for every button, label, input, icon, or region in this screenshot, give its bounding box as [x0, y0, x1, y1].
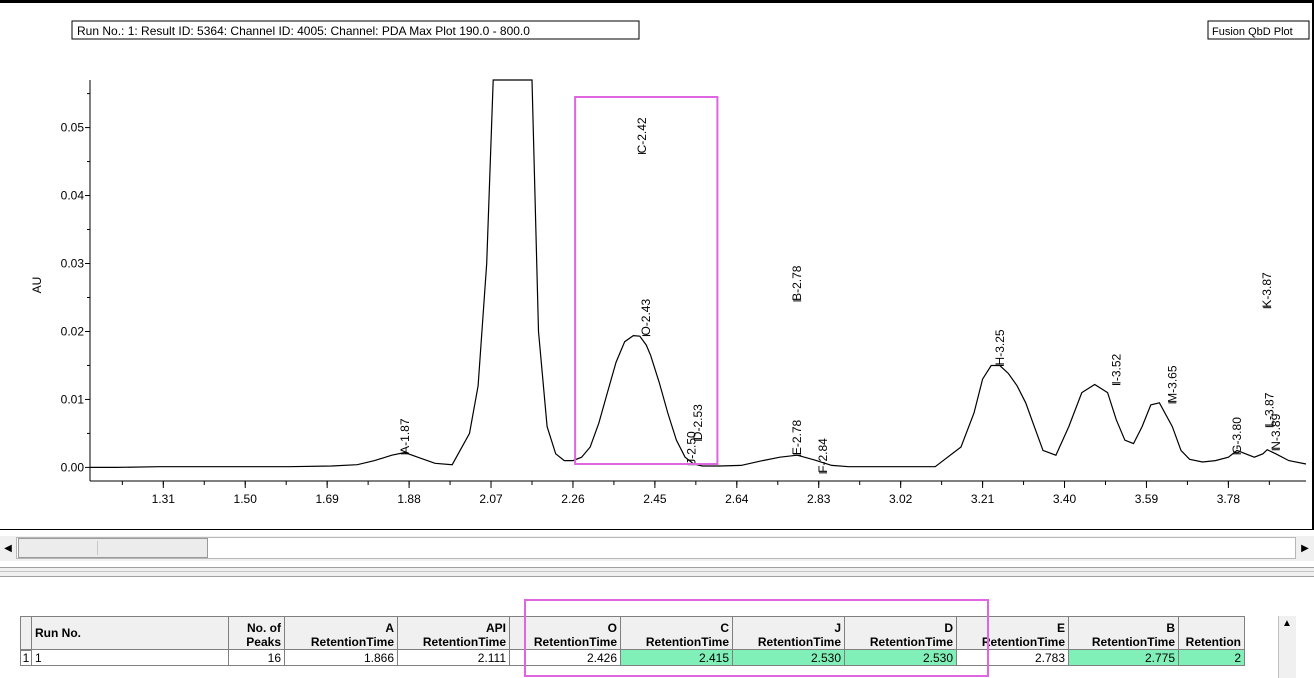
- col-header-o[interactable]: O RetentionTime: [509, 616, 621, 650]
- col-header-d[interactable]: D RetentionTime: [844, 616, 957, 650]
- table-header-row: Run No. No. of Peaks A RetentionTime API Re…: [31, 616, 1245, 650]
- run-info-label: Run No.: 1: Result ID: 5364: Channel ID:…: [71, 20, 640, 40]
- peak-label-text: K-3.87: [1260, 272, 1274, 308]
- col-header-a[interactable]: A RetentionTime: [284, 616, 398, 650]
- scrollbar-thumb[interactable]: [18, 538, 208, 558]
- peak-label: M-3.65: [1165, 365, 1179, 404]
- peak-label-text: E-2.78: [790, 419, 804, 455]
- peak-label-text: G-3.80: [1230, 417, 1244, 454]
- chart-right-border: [1312, 0, 1314, 530]
- chromatogram-chart[interactable]: Run No.: 1: Result ID: 5364: Channel ID:…: [0, 0, 1314, 528]
- run-info-text: Run No.: 1: Result ID: 5364: Channel ID:…: [77, 24, 530, 38]
- x-tick-label: 2.83: [807, 492, 831, 506]
- cell-a[interactable]: 1.866: [284, 649, 398, 666]
- peak-label: D-2.53: [691, 404, 705, 441]
- x-tick-label: 1.50: [234, 492, 258, 506]
- cell-d[interactable]: 2.530: [844, 649, 957, 666]
- highlight-region: [574, 96, 719, 465]
- x-tick-label: 3.78: [1217, 492, 1241, 506]
- x-tick-label: 2.64: [725, 492, 749, 506]
- peak-label: A-1.87: [398, 418, 412, 455]
- peak-label: O-2.43: [639, 299, 653, 337]
- results-grid[interactable]: 1 Run No. No. of Peaks A RetentionTime API…: [0, 578, 1314, 678]
- peak-label: N-3.89: [1269, 413, 1283, 451]
- chromatogram-trace: [90, 79, 1307, 468]
- peak-labels: A-1.87 C-2.42 O-2.43 J-2.50D-2.53 B-2.78 E-2.…: [398, 117, 1283, 474]
- chart-bottom-border: [0, 529, 1314, 530]
- x-tick-label: 3.21: [971, 492, 995, 506]
- cell-retention[interactable]: 2: [1178, 649, 1245, 666]
- y-tick-label: 0.01: [61, 392, 85, 406]
- peak-label: L-3.87: [1262, 392, 1276, 428]
- peak-label-text: H-3.25: [993, 329, 1007, 365]
- cell-no-of-peaks[interactable]: 16: [228, 649, 285, 666]
- peak-label-text: A-1.87: [398, 418, 412, 454]
- grid-vertical-scrollbar[interactable]: ▲: [1278, 616, 1296, 678]
- chart-axes: [89, 80, 1306, 482]
- panel-splitter[interactable]: [0, 567, 1314, 577]
- cell-c[interactable]: 2.415: [620, 649, 733, 666]
- cell-run-no[interactable]: 1: [31, 649, 229, 666]
- y-tick-label: 0.02: [61, 324, 85, 338]
- peak-label: C-2.42: [635, 117, 649, 154]
- peak-label: H-3.25: [993, 329, 1007, 366]
- x-tick-label: 3.02: [889, 492, 913, 506]
- cell-o[interactable]: 2.426: [509, 649, 621, 666]
- y-axis-label: AU: [30, 277, 44, 294]
- y-tick-label: 0.05: [61, 121, 85, 135]
- peak-label: I-3.52: [1109, 353, 1123, 385]
- y-tick-label: 0.03: [61, 257, 85, 271]
- chart-horizontal-scrollbar[interactable]: ◀ ▶: [0, 536, 1314, 561]
- cell-api[interactable]: 2.111: [397, 649, 510, 666]
- chart-ticks: 1.31 1.50 1.69 1.88 2.07 2.26 2.45 2.64 2.83 3.02…: [61, 93, 1270, 506]
- row-header[interactable]: 1: [20, 650, 32, 666]
- col-header-run-no[interactable]: Run No.: [31, 616, 229, 650]
- x-tick-label: 1.69: [315, 492, 339, 506]
- col-header-b[interactable]: B RetentionTime: [1068, 616, 1179, 650]
- y-tick-label: 0.00: [61, 460, 85, 474]
- peak-label-text: D-2.53: [691, 404, 705, 440]
- col-header-e[interactable]: E RetentionTime: [956, 616, 1069, 650]
- results-table: Run No. No. of Peaks A RetentionTime API Re…: [31, 616, 1245, 666]
- cell-j[interactable]: 2.530: [732, 649, 845, 666]
- fusion-qbd-plot-text: Fusion QbD Plot: [1212, 26, 1293, 38]
- x-tick-label: 1.31: [152, 492, 176, 506]
- x-tick-label: 3.59: [1135, 492, 1159, 506]
- peak-label-text: O-2.43: [639, 299, 653, 336]
- peak-label: G-3.80: [1230, 417, 1244, 455]
- x-tick-label: 2.26: [561, 492, 585, 506]
- table-row[interactable]: 1 16 1.866 2.111 2.426 2.415 2.530 2.530…: [31, 649, 1245, 666]
- scroll-up-icon[interactable]: ▲: [1282, 618, 1292, 629]
- peak-label-text: L-3.87: [1262, 392, 1276, 426]
- scroll-right-icon[interactable]: ▶: [1301, 543, 1309, 554]
- cell-b[interactable]: 2.775: [1068, 649, 1179, 666]
- col-header-no-of-peaks[interactable]: No. of Peaks: [228, 616, 285, 650]
- col-header-c[interactable]: C RetentionTime: [620, 616, 733, 650]
- peak-label: F-2.84: [816, 438, 830, 474]
- peak-label-text: B-2.78: [790, 265, 804, 301]
- peak-label: E-2.78: [790, 419, 804, 456]
- cell-e[interactable]: 2.783: [956, 649, 1069, 666]
- x-tick-label: 1.88: [397, 492, 421, 506]
- scrollbar-track[interactable]: [16, 537, 1296, 559]
- peak-label-text: J-2.50: [685, 431, 699, 465]
- fusion-qbd-plot-label: Fusion QbD Plot: [1207, 20, 1310, 40]
- scroll-left-icon[interactable]: ◀: [4, 543, 12, 554]
- x-tick-label: 3.40: [1053, 492, 1077, 506]
- peak-label-text: C-2.42: [635, 117, 649, 153]
- peak-label-text: M-3.65: [1165, 365, 1179, 403]
- peak-label-text: F-2.84: [816, 438, 830, 473]
- chart-top-border: [0, 0, 1314, 3]
- peak-label: B-2.78: [790, 265, 804, 302]
- col-header-retention[interactable]: Retention: [1178, 616, 1245, 650]
- x-tick-label: 2.07: [479, 492, 503, 506]
- x-tick-label: 2.45: [643, 492, 667, 506]
- col-header-api[interactable]: API RetentionTime: [397, 616, 510, 650]
- peak-label: K-3.87: [1260, 272, 1274, 309]
- col-header-j[interactable]: J RetentionTime: [732, 616, 845, 650]
- peak-label-text: I-3.52: [1109, 353, 1123, 384]
- peak-label-text: N-3.89: [1269, 413, 1283, 449]
- y-tick-label: 0.04: [61, 189, 85, 203]
